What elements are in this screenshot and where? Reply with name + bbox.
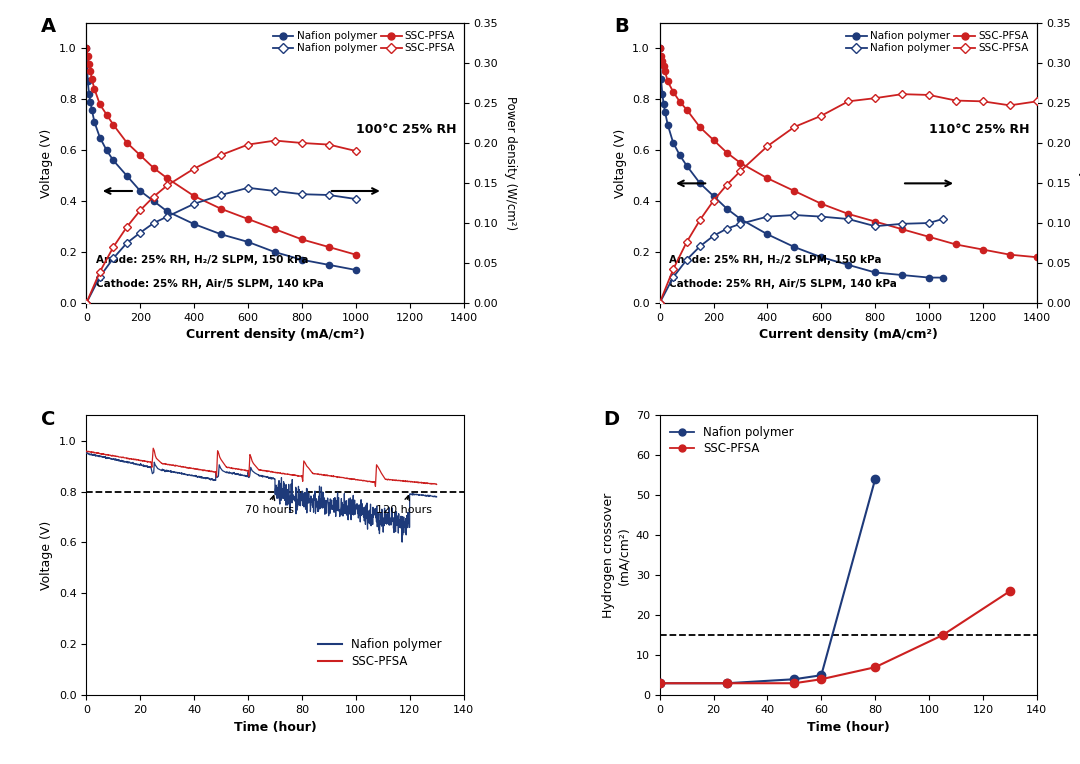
X-axis label: Current density (mA/cm²): Current density (mA/cm²) <box>186 329 364 342</box>
Legend: Nafion polymer, Nafion polymer, SSC-PFSA, SSC-PFSA: Nafion polymer, Nafion polymer, SSC-PFSA… <box>842 28 1031 57</box>
Text: Cathode: 25% RH, Air/5 SLPM, 140 kPa: Cathode: 25% RH, Air/5 SLPM, 140 kPa <box>96 279 324 289</box>
X-axis label: Current density (mA/cm²): Current density (mA/cm²) <box>759 329 937 342</box>
Text: Cathode: 25% RH, Air/5 SLPM, 140 kPa: Cathode: 25% RH, Air/5 SLPM, 140 kPa <box>670 279 897 289</box>
Text: B: B <box>615 18 630 37</box>
Y-axis label: Voltage (V): Voltage (V) <box>40 128 53 198</box>
Text: C: C <box>41 410 55 429</box>
Text: D: D <box>603 410 619 429</box>
Y-axis label: Hydrogen crossover
(mA/cm²): Hydrogen crossover (mA/cm²) <box>603 493 631 618</box>
Text: 100°C 25% RH: 100°C 25% RH <box>355 123 456 136</box>
X-axis label: Time (hour): Time (hour) <box>233 720 316 733</box>
Text: Anode: 25% RH, H₂/2 SLPM, 150 kPa: Anode: 25% RH, H₂/2 SLPM, 150 kPa <box>670 255 881 265</box>
X-axis label: Time (hour): Time (hour) <box>807 720 890 733</box>
Text: 70 hours: 70 hours <box>245 496 294 515</box>
Legend: Nafion polymer, SSC-PFSA: Nafion polymer, SSC-PFSA <box>313 633 446 672</box>
Y-axis label: Power density (W/cm²): Power density (W/cm²) <box>1078 96 1080 230</box>
Text: 120 hours: 120 hours <box>376 496 432 515</box>
Y-axis label: Voltage (V): Voltage (V) <box>40 520 53 590</box>
Text: 110°C 25% RH: 110°C 25% RH <box>929 123 1029 136</box>
Y-axis label: Power density (W/cm²): Power density (W/cm²) <box>504 96 517 230</box>
Y-axis label: Voltage (V): Voltage (V) <box>613 128 626 198</box>
Text: Anode: 25% RH, H₂/2 SLPM, 150 kPa: Anode: 25% RH, H₂/2 SLPM, 150 kPa <box>96 255 308 265</box>
Legend: Nafion polymer, SSC-PFSA: Nafion polymer, SSC-PFSA <box>665 421 799 460</box>
Legend: Nafion polymer, Nafion polymer, SSC-PFSA, SSC-PFSA: Nafion polymer, Nafion polymer, SSC-PFSA… <box>270 28 458 57</box>
Text: A: A <box>41 18 56 37</box>
